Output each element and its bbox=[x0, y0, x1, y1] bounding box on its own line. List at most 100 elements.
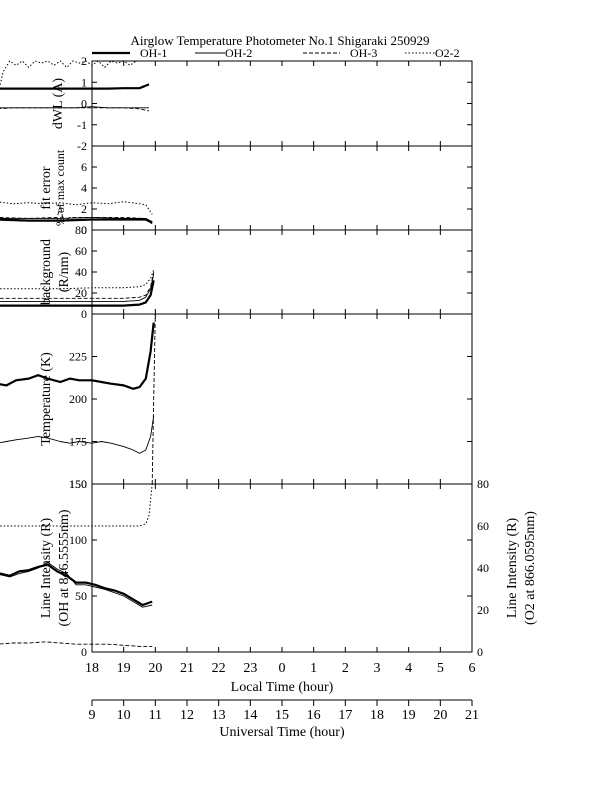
local-time-tick-label: 3 bbox=[374, 661, 381, 676]
local-time-tick-label: 23 bbox=[243, 661, 257, 676]
series-fit_error-oh-3 bbox=[0, 205, 153, 225]
ut-tick-label: 12 bbox=[180, 708, 194, 723]
ytick-label: 50 bbox=[75, 589, 87, 603]
local-time-tick-label: 4 bbox=[405, 661, 412, 676]
right-ytick-label: 40 bbox=[477, 561, 489, 575]
ut-tick-label: 10 bbox=[117, 708, 131, 723]
local-time-tick-label: 19 bbox=[117, 661, 131, 676]
ytick-label: 0 bbox=[81, 223, 87, 237]
ut-tick-label: 17 bbox=[338, 708, 352, 723]
local-time-tick-label: 18 bbox=[85, 661, 99, 676]
ylabel-secondary: % of max count bbox=[53, 149, 67, 226]
ytick-label: 2 bbox=[81, 54, 87, 68]
right-ytick-label: 80 bbox=[477, 477, 489, 491]
series-dwl-oh-3 bbox=[0, 107, 150, 112]
ytick-label: 0 bbox=[81, 97, 87, 111]
ytick-label: 0 bbox=[81, 645, 87, 659]
universal-time-label: Universal Time (hour) bbox=[219, 725, 345, 740]
local-time-tick-label: 1 bbox=[310, 661, 317, 676]
series-group bbox=[0, 483, 153, 647]
series-temperature-oh-1 bbox=[0, 322, 155, 390]
series-temperature-oh-3 bbox=[151, 313, 156, 485]
series-line_intensity-oh-1 bbox=[0, 563, 153, 607]
local-time-tick-label: 20 bbox=[148, 661, 162, 676]
ylabel: fit error bbox=[39, 166, 54, 209]
ut-tick-label: 9 bbox=[89, 708, 96, 723]
ytick-label: 225 bbox=[69, 350, 87, 364]
legend-label-o2-2: O2-2 bbox=[435, 46, 460, 60]
series-line_intensity-oh-3 bbox=[0, 641, 153, 647]
ylabel-secondary: (R/nm) bbox=[57, 251, 72, 292]
legend-label-oh-2: OH-2 bbox=[225, 46, 252, 60]
local-time-tick-label: 22 bbox=[212, 661, 226, 676]
panel-fit_error: 0 2 4 6 fit error% of max count bbox=[0, 145, 473, 237]
right-ylabel: Line Intensity (R) bbox=[505, 518, 520, 619]
local-time-label: Local Time (hour) bbox=[231, 680, 334, 695]
local-time-tick-label: 6 bbox=[469, 661, 476, 676]
right-ytick-label: 20 bbox=[477, 603, 489, 617]
ut-tick-label: 21 bbox=[465, 708, 479, 723]
series-dwl-oh-1 bbox=[0, 83, 150, 90]
series-fit_error-o2-2 bbox=[0, 201, 153, 215]
ylabel: Temperature (K) bbox=[39, 352, 54, 446]
series-background-oh-3 bbox=[0, 271, 155, 299]
ytick-label: 0 bbox=[81, 307, 87, 321]
panel-frame bbox=[91, 483, 473, 653]
panel-frame bbox=[91, 313, 473, 485]
ut-tick-label: 18 bbox=[370, 708, 384, 723]
local-time-tick-label: 5 bbox=[437, 661, 444, 676]
ytick-label: 200 bbox=[69, 392, 87, 406]
ytick-label: 2 bbox=[81, 202, 87, 216]
series-group bbox=[0, 313, 156, 485]
ytick-label: 60 bbox=[75, 244, 87, 258]
panel-frame bbox=[91, 60, 473, 147]
ytick-label: -2 bbox=[77, 139, 87, 153]
panel-frame bbox=[91, 145, 473, 231]
ut-tick-label: 13 bbox=[212, 708, 226, 723]
ylabel-secondary: (OH at 846.5555nm) bbox=[57, 509, 72, 626]
ytick-label: 150 bbox=[69, 477, 87, 491]
panel-frame bbox=[91, 229, 473, 315]
right-ytick-label: 60 bbox=[477, 519, 489, 533]
ytick-label: 80 bbox=[75, 223, 87, 237]
local-time-tick-label: 21 bbox=[180, 661, 194, 676]
local-time-tick-label: 2 bbox=[342, 661, 349, 676]
legend: OH-1 OH-2 OH-3 O2-2 bbox=[92, 46, 460, 60]
series-background-oh-2 bbox=[0, 274, 155, 302]
panel-background: 0 20 40 60 80 background (R/nm) bbox=[0, 223, 473, 321]
right-ylabel-secondary: (O2 at 866.0595nm) bbox=[523, 511, 538, 625]
legend-label-oh-1: OH-1 bbox=[140, 46, 167, 60]
ytick-label: -1 bbox=[77, 118, 87, 132]
series-group bbox=[0, 269, 155, 307]
legend-label-oh-3: OH-3 bbox=[350, 46, 377, 60]
ytick-label: 6 bbox=[81, 160, 87, 174]
ytick-label: 40 bbox=[75, 265, 87, 279]
ut-tick-label: 14 bbox=[243, 708, 257, 723]
ytick-label: 1 bbox=[81, 75, 87, 89]
series-group bbox=[0, 60, 150, 112]
right-ytick-label: 0 bbox=[477, 645, 483, 659]
panel-dwl: -2 -1 0 1 2 dWL (A) bbox=[0, 54, 473, 153]
series-group bbox=[0, 201, 153, 225]
series-line_intensity-oh-2 bbox=[0, 561, 153, 608]
series-dwl-o2-2 bbox=[0, 60, 149, 85]
series-line_intensity-o2-2 bbox=[0, 483, 153, 527]
ytick-label: 150 bbox=[69, 477, 87, 491]
ut-tick-label: 11 bbox=[149, 708, 162, 723]
series-fit_error-oh-1 bbox=[0, 218, 153, 224]
ut-tick-label: 20 bbox=[433, 708, 447, 723]
ytick-label: 4 bbox=[81, 181, 87, 195]
series-background-o2-2 bbox=[0, 269, 155, 290]
ytick-label: 20 bbox=[75, 286, 87, 300]
ylabel: dWL (A) bbox=[51, 78, 66, 130]
ut-tick-label: 15 bbox=[275, 708, 289, 723]
series-background-oh-1 bbox=[0, 280, 155, 307]
ylabel: Line Intensity (R) bbox=[39, 518, 54, 619]
series-temperature-oh-2 bbox=[0, 415, 155, 454]
chart-panels: -2 -1 0 1 2 dWL (A) 0 2 4 6 fit error% of max coun… bbox=[0, 54, 538, 659]
ylabel: background bbox=[39, 239, 54, 305]
ut-tick-label: 19 bbox=[402, 708, 416, 723]
